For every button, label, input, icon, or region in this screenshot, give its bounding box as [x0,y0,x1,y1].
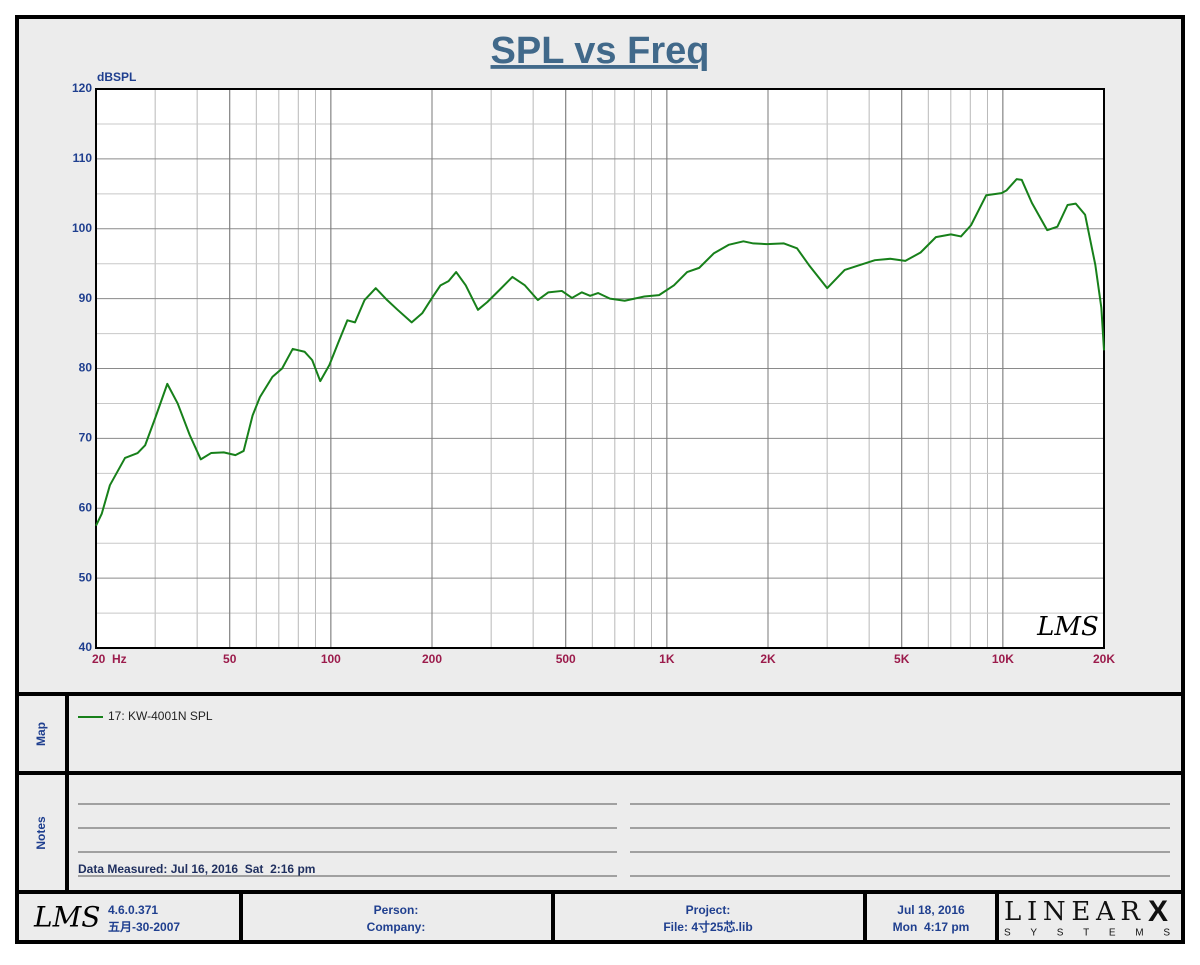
project: Project: [686,903,731,917]
x-tick-label: 100 [321,652,341,666]
x-tick-label: 2K [760,652,776,666]
x-tick-label: 20 Hz [92,652,127,666]
x-tick-label: 50 [223,652,237,666]
y-tick-label: 110 [73,151,93,165]
x-tick-label: 5K [894,652,910,666]
version: 4.6.0.371 [108,903,158,917]
y-tick-label: 120 [72,81,92,95]
data-measured: Data Measured: Jul 16, 2016 Sat 2:16 pm [78,862,315,876]
brand-x: X [1148,895,1168,928]
note-lines [78,803,1170,877]
y-tick-label: 100 [72,221,92,235]
chart-title: SPL vs Freq [491,30,710,72]
legend: 17: KW-4001N SPL [78,709,213,723]
y-tick-label: 50 [79,570,93,584]
brand-sub: SYSTEMS [1004,928,1170,939]
company: Company: [367,920,426,934]
x-tick-label: 200 [422,652,442,666]
map-label: Map [34,722,48,746]
date: Jul 18, 2016 [897,903,965,917]
plot-border [95,88,1105,649]
x-tick-label: 10K [992,652,1014,666]
build-date: 五月-30-2007 [108,920,180,934]
legend-label: 17: KW-4001N SPL [108,709,213,723]
x-tick-label: 1K [659,652,675,666]
series-line [95,178,1105,527]
y-tick-label: 40 [79,640,93,654]
watermark: LMS [1036,612,1099,642]
time: Mon 4:17 pm [893,920,970,934]
y-tick-label: 70 [79,431,93,445]
y-axis-label: dBSPL [97,70,136,84]
notes-label: Notes [34,816,48,850]
footer-logo: LMS [33,901,100,934]
y-tick-label: 90 [79,291,93,305]
file: File: 4寸25芯.lib [663,919,752,934]
y-tick-label: 60 [79,500,93,514]
person: Person: [374,903,419,917]
x-tick-label: 20K [1093,652,1115,666]
x-tick-label: 500 [556,652,576,666]
y-tick-label: 80 [79,361,93,375]
